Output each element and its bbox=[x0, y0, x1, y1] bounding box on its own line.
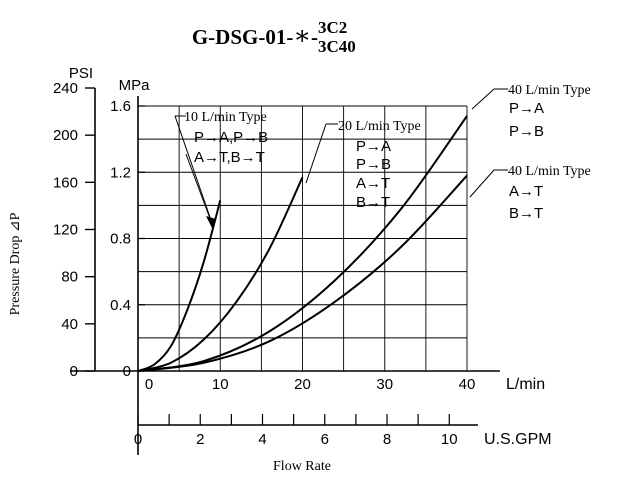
leader-40lmin-a-diag bbox=[471, 88, 495, 110]
annotation-20lmin-path-4: B→T bbox=[356, 194, 390, 211]
lmin-unit-label: L/min bbox=[506, 376, 545, 393]
gpm-tick-label: 10 bbox=[441, 431, 458, 448]
y-axis-title: Pressure Drop ⊿P bbox=[8, 212, 23, 315]
series-40lmin-return-curve bbox=[137, 174, 468, 372]
title-star: ∗ bbox=[293, 21, 311, 50]
leader-10lmin-diag-1 bbox=[174, 115, 213, 224]
annotation-20lmin-title: 20 L/min Type bbox=[338, 119, 421, 134]
leader-10lmin-diag-2 bbox=[185, 153, 213, 225]
grid bbox=[138, 105, 468, 371]
annotation-40lmin-return: 40 L/min Type A→T B→T bbox=[508, 164, 591, 222]
mpa-tick-label: 0.4 bbox=[110, 297, 131, 314]
title-base: G-DSG-01- bbox=[192, 25, 294, 49]
series-40lmin-pressure-curve bbox=[137, 115, 468, 372]
title-variant-top: 3C2 bbox=[318, 18, 347, 37]
leader-20lmin-diag bbox=[305, 123, 327, 184]
annotation-40lmin-b-path-1: A→T bbox=[509, 183, 543, 200]
lmin-tick-label: 20 bbox=[294, 376, 311, 393]
annotation-20lmin-path-3: A→T bbox=[356, 175, 390, 192]
annotation-40lmin-a-path-1: P→A bbox=[509, 100, 544, 117]
lmin-tick-label: 30 bbox=[376, 376, 393, 393]
annotation-10lmin-path-2: A→T,B→T bbox=[194, 149, 265, 166]
psi-unit-label: PSI bbox=[69, 65, 93, 82]
chart-title: G-DSG-01-∗- bbox=[192, 21, 318, 50]
annotation-40lmin-pressure: 40 L/min Type P→A P→B bbox=[508, 83, 591, 140]
leader-40lmin-b-diag bbox=[469, 169, 495, 198]
gpm-tick-label: 4 bbox=[258, 431, 266, 448]
annotation-layer: 0 40 80 120 160 200 240 0 0.4 0.8 1.2 1.6 0 10 20 30 40 0… bbox=[53, 80, 475, 448]
annotation-40lmin-a-path-2: P→B bbox=[509, 123, 544, 140]
gpm-tick-label: 2 bbox=[196, 431, 204, 448]
psi-tick-label: 0 bbox=[70, 363, 78, 380]
gpm-unit-label: U.S.GPM bbox=[484, 431, 552, 448]
mpa-unit-label: MPa bbox=[119, 77, 151, 94]
gpm-tick-label: 6 bbox=[321, 431, 329, 448]
psi-tick-label: 160 bbox=[53, 174, 78, 191]
mpa-tick-label: 1.2 bbox=[110, 164, 131, 181]
series-20lmin-curve bbox=[137, 176, 304, 372]
series-layer bbox=[137, 88, 508, 372]
annotation-40lmin-b-path-2: B→T bbox=[509, 205, 543, 222]
mpa-tick-label: 1.6 bbox=[110, 98, 131, 115]
annotation-20lmin-path-1: P→A bbox=[356, 138, 391, 155]
x-axis-title: Flow Rate bbox=[273, 459, 331, 474]
annotation-10lmin-title: 10 L/min Type bbox=[184, 110, 267, 125]
title-variant-bottom: 3C40 bbox=[318, 37, 356, 56]
mpa-tick-label: 0 bbox=[123, 363, 131, 380]
lmin-tick-label: 0 bbox=[145, 376, 153, 393]
annotation-40lmin-b-title: 40 L/min Type bbox=[508, 164, 591, 179]
psi-tick-label: 200 bbox=[53, 127, 78, 144]
gpm-tick-label: 8 bbox=[383, 431, 391, 448]
psi-tick-label: 40 bbox=[61, 316, 78, 333]
series-10lmin-curve bbox=[137, 200, 222, 372]
annotation-10lmin: 10 L/min Type P→A,P→B A→T,B→T bbox=[184, 110, 268, 166]
lmin-tick-label: 10 bbox=[212, 376, 229, 393]
psi-tick-label: 120 bbox=[53, 222, 78, 239]
psi-tick-label: 240 bbox=[53, 80, 78, 97]
annotation-40lmin-a-title: 40 L/min Type bbox=[508, 83, 591, 98]
annotation-10lmin-path-1: P→A,P→B bbox=[194, 129, 268, 146]
psi-tick-label: 80 bbox=[61, 269, 78, 286]
title-dash: - bbox=[311, 25, 318, 49]
mpa-tick-label: 0.8 bbox=[110, 231, 131, 248]
leader-10lmin-arrowhead bbox=[206, 216, 216, 228]
gpm-tick-label: 0 bbox=[134, 431, 142, 448]
annotation-20lmin-path-2: P→B bbox=[356, 156, 391, 173]
annotation-20lmin: 20 L/min Type P→A P→B A→T B→T bbox=[338, 119, 421, 211]
lmin-tick-label: 40 bbox=[459, 376, 476, 393]
